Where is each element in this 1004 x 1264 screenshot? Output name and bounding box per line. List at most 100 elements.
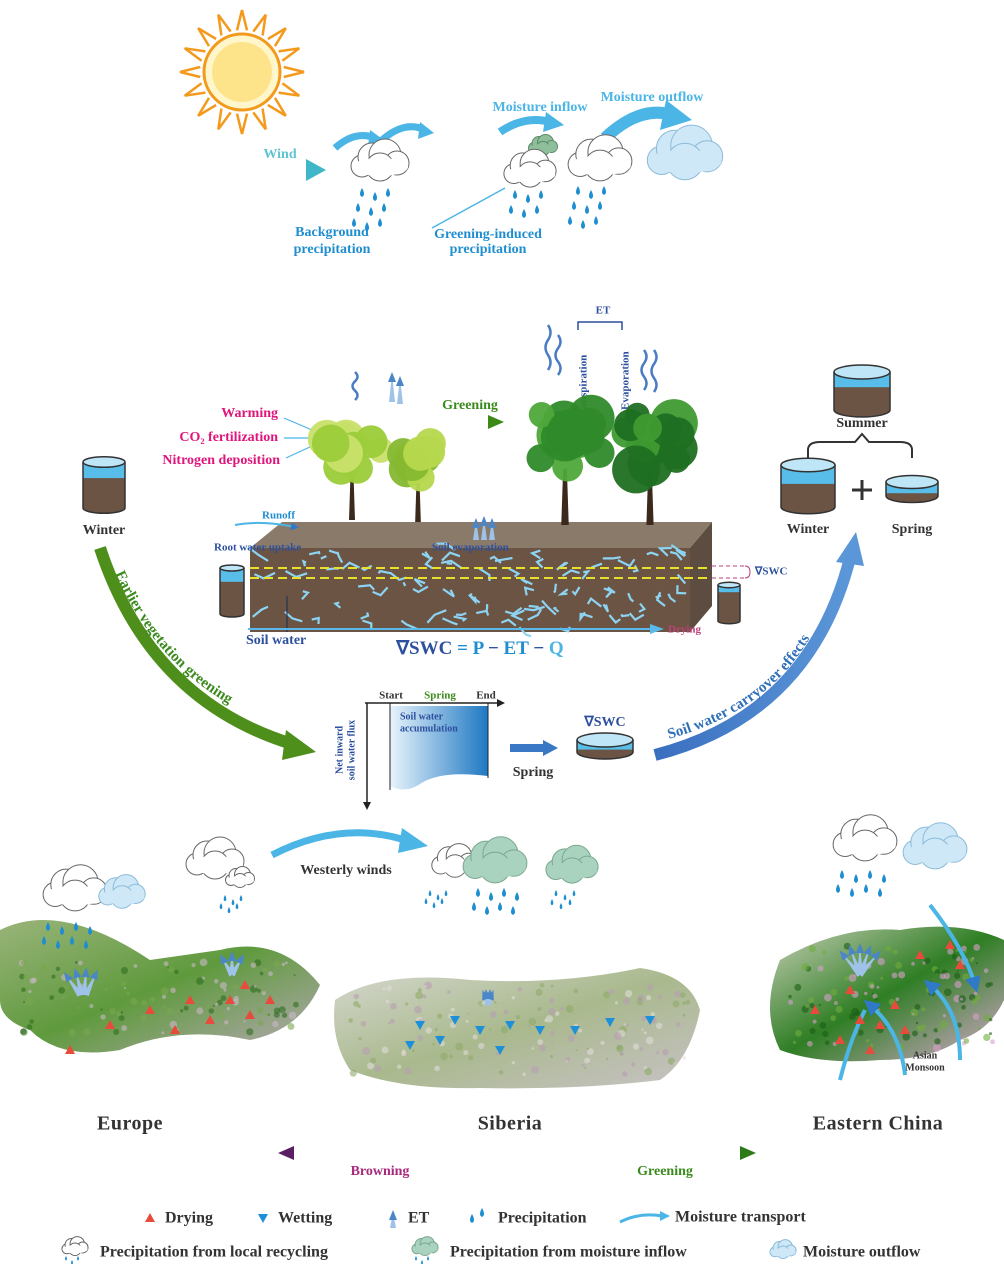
sun-ray — [235, 113, 249, 135]
terrain — [130, 997, 138, 1005]
terrain — [973, 991, 978, 996]
cylinder-top — [717, 581, 741, 589]
water-path — [362, 619, 373, 630]
raindrop — [65, 1256, 67, 1261]
terrain — [988, 1032, 993, 1036]
sun-ray — [235, 9, 249, 31]
carryover-arc — [653, 556, 856, 761]
terrain — [25, 997, 34, 1006]
terrain — [118, 1015, 125, 1022]
terrain — [656, 1051, 660, 1055]
cloud — [832, 814, 898, 862]
raindrop — [56, 940, 60, 949]
terrain — [550, 984, 554, 988]
terrain — [808, 945, 816, 953]
drying-marker — [915, 950, 925, 959]
raindrop — [539, 190, 543, 199]
drying-marker — [890, 1000, 900, 1009]
terrain — [956, 1022, 962, 1028]
terrain — [256, 988, 261, 993]
wetting-marker — [258, 1214, 268, 1223]
monsoon-arrow — [923, 979, 962, 1061]
terrain — [432, 1042, 435, 1046]
water-path — [617, 558, 636, 568]
terrain — [76, 1006, 80, 1010]
terrain — [902, 1032, 911, 1041]
terrain — [807, 1040, 813, 1047]
terrain — [656, 1022, 663, 1029]
water-path — [556, 561, 569, 571]
cloud — [225, 866, 255, 888]
terrain — [527, 1025, 531, 1028]
water-path — [676, 585, 687, 595]
terrain — [911, 961, 915, 966]
et-arrow — [485, 989, 494, 1007]
water-path — [301, 559, 307, 567]
cylinder-outline — [717, 585, 741, 625]
end-label: End — [476, 690, 496, 702]
drying-marker — [105, 1020, 115, 1029]
cylinder-top — [780, 457, 836, 473]
et-bracket — [577, 321, 623, 330]
raindrop — [424, 898, 428, 905]
terrain — [449, 1054, 453, 1059]
vapor — [650, 349, 658, 393]
monsoon-arrow — [863, 999, 907, 1076]
sun-ray — [278, 47, 301, 62]
terrain — [272, 1020, 279, 1028]
water-path — [654, 594, 662, 600]
terrain — [794, 983, 802, 991]
terrain — [600, 1040, 605, 1045]
spring-label: Spring — [513, 765, 553, 780]
terrain — [647, 984, 654, 991]
et-arrow-body — [857, 952, 880, 977]
water-path — [553, 606, 560, 613]
terrain — [121, 981, 126, 986]
cloud — [185, 836, 245, 880]
terrain — [385, 999, 390, 1004]
terrain — [133, 964, 138, 968]
start-label: Start — [379, 690, 403, 702]
cylinder-water — [718, 585, 740, 593]
terrain — [809, 1027, 816, 1035]
raindrop — [836, 884, 840, 893]
terrain — [133, 1032, 137, 1036]
cloud — [42, 864, 108, 912]
raindrop — [42, 936, 46, 945]
cylinder-outline — [885, 482, 939, 504]
terrain — [493, 1000, 497, 1004]
terrain — [528, 1017, 537, 1026]
terrain — [602, 991, 610, 999]
cylinder-outline — [82, 462, 126, 514]
raindrop — [373, 192, 377, 201]
wetting-marker — [405, 1041, 415, 1050]
terrain — [271, 975, 278, 982]
terrain — [616, 1044, 624, 1053]
terrain — [168, 966, 174, 973]
et-arrow-head — [486, 989, 494, 1001]
spring-label: Spring — [424, 690, 456, 702]
water-cylinder — [780, 457, 836, 515]
raindrop — [572, 201, 576, 210]
terrain — [20, 960, 28, 967]
terrain — [892, 949, 898, 955]
water-path — [571, 586, 581, 597]
raindrop — [360, 188, 364, 197]
terrain — [531, 1047, 535, 1050]
terrain — [898, 971, 906, 979]
terrain — [662, 1049, 669, 1056]
terrain — [682, 1056, 686, 1060]
arrow-head — [740, 1146, 756, 1160]
terrain — [374, 1065, 382, 1072]
terrain — [891, 972, 898, 979]
raindrop — [854, 874, 858, 883]
terrain — [801, 963, 810, 971]
terrain — [58, 987, 66, 994]
cylinder-outline — [219, 568, 245, 618]
cloud — [902, 822, 968, 870]
raindrop — [476, 888, 480, 897]
tree-foliage — [612, 445, 660, 494]
terrain — [358, 1036, 362, 1041]
et-arrow-head — [388, 372, 396, 382]
drying-marker — [855, 1015, 865, 1024]
